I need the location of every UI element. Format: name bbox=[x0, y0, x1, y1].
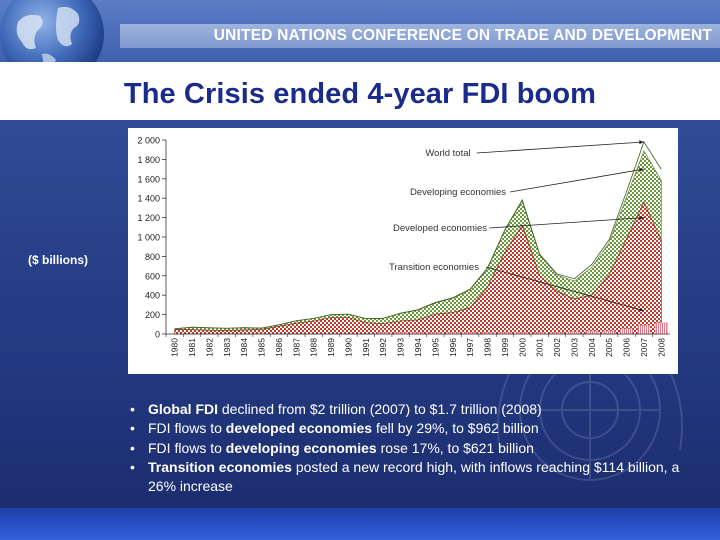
x-tick-label: 1995 bbox=[430, 338, 440, 357]
y-tick-label: 200 bbox=[145, 310, 160, 320]
y-tick-label: 1 000 bbox=[137, 233, 160, 243]
x-tick-label: 2004 bbox=[587, 338, 597, 357]
x-tick-label: 1991 bbox=[361, 338, 371, 357]
org-name: UNITED NATIONS CONFERENCE ON TRADE AND D… bbox=[213, 27, 712, 44]
annotation-arrow bbox=[476, 141, 644, 154]
y-tick-label: 2 000 bbox=[137, 136, 160, 146]
unit-label: ($ billions) bbox=[28, 253, 88, 267]
annotation-arrowhead bbox=[639, 215, 644, 220]
transition-bar bbox=[620, 328, 633, 335]
x-tick-label: 2005 bbox=[604, 338, 614, 357]
y-tick-label: 600 bbox=[145, 271, 160, 281]
x-tick-label: 2006 bbox=[622, 338, 632, 357]
annotation-arrowhead bbox=[639, 167, 644, 172]
bullet-list: Global FDI declined from $2 trillion (20… bbox=[130, 400, 690, 496]
x-tick-label: 1996 bbox=[448, 338, 458, 357]
x-tick-label: 1989 bbox=[326, 338, 336, 357]
y-tick-label: 1 400 bbox=[137, 194, 160, 204]
x-tick-label: 1999 bbox=[500, 338, 510, 357]
x-tick-label: 1982 bbox=[204, 338, 214, 357]
annotation-arrowhead bbox=[638, 307, 644, 312]
bullet-item: Transition economies posted a new record… bbox=[130, 458, 690, 497]
x-tick-label: 2000 bbox=[517, 338, 527, 357]
y-tick-label: 1 200 bbox=[137, 213, 160, 223]
x-tick-label: 1986 bbox=[274, 338, 284, 357]
y-tick-label: 800 bbox=[145, 252, 160, 262]
annotation-label: World total bbox=[425, 148, 470, 159]
x-tick-label: 2001 bbox=[535, 338, 545, 357]
x-tick-label: 2002 bbox=[552, 338, 562, 357]
annotation-label: Developed economies bbox=[393, 223, 487, 234]
transition-bar bbox=[655, 322, 668, 335]
y-tick-label: 400 bbox=[145, 291, 160, 301]
annotation-arrowhead bbox=[639, 140, 644, 145]
x-tick-label: 1990 bbox=[343, 338, 353, 357]
x-tick-label: 2007 bbox=[639, 338, 649, 357]
x-tick-label: 1997 bbox=[465, 338, 475, 357]
transition-bar bbox=[585, 330, 599, 335]
x-tick-label: 1983 bbox=[222, 338, 232, 357]
transition-bar bbox=[602, 330, 616, 335]
y-tick-label: 0 bbox=[155, 330, 160, 340]
x-tick-label: 1993 bbox=[396, 338, 406, 357]
bullet-item: Global FDI declined from $2 trillion (20… bbox=[130, 400, 690, 420]
x-tick-label: 1998 bbox=[483, 338, 493, 357]
slide-title: The Crisis ended 4-year FDI boom bbox=[123, 78, 597, 110]
bullet-item: FDI flows to developing economies rose 1… bbox=[130, 439, 690, 459]
y-tick-label: 1 600 bbox=[137, 174, 160, 184]
x-tick-label: 1992 bbox=[378, 338, 388, 357]
annotation-label: Developing economies bbox=[410, 187, 506, 198]
un-globe-icon bbox=[0, 0, 104, 80]
annotation-arrow bbox=[509, 168, 644, 193]
transition-bar bbox=[637, 324, 651, 335]
x-tick-label: 1980 bbox=[170, 338, 180, 357]
y-tick-label: 1 800 bbox=[137, 155, 160, 165]
fdi-area-chart: 0 200 400 600 800 1 000 1 200 1 400 1 600 1 800 2 … bbox=[137, 136, 670, 357]
header-bar: UNITED NATIONS CONFERENCE ON TRADE AND D… bbox=[120, 24, 720, 48]
annotation-arrow bbox=[489, 217, 644, 229]
x-tick-label: 1985 bbox=[257, 338, 267, 357]
x-tick-label: 1987 bbox=[291, 338, 301, 357]
bottom-bar bbox=[0, 508, 720, 540]
x-tick-label: 2008 bbox=[656, 338, 666, 357]
x-tick-label: 2003 bbox=[569, 338, 579, 357]
x-tick-label: 1984 bbox=[239, 338, 249, 357]
title-panel bbox=[0, 62, 720, 120]
chart-container: 0 200 400 600 800 1 000 1 200 1 400 1 600 1 800 2 … bbox=[128, 128, 678, 374]
x-tick-label: 1994 bbox=[413, 338, 423, 357]
x-tick-label: 1988 bbox=[309, 338, 319, 357]
annotation-label: Transition economies bbox=[389, 262, 479, 273]
world-total-line bbox=[174, 141, 662, 330]
bullet-item: FDI flows to developed economies fell by… bbox=[130, 419, 690, 439]
x-tick-label: 1981 bbox=[187, 338, 197, 357]
annotation-arrow bbox=[485, 266, 645, 312]
